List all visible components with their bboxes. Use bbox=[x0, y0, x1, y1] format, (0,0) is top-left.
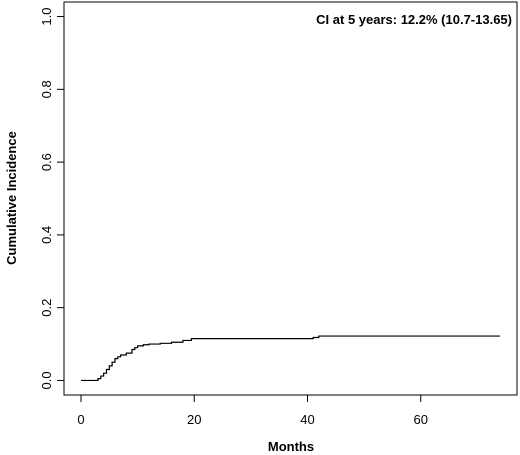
x-axis: 0 20 40 60 bbox=[77, 394, 428, 427]
cumulative-incidence-line bbox=[80, 335, 501, 382]
y-tick-label: 0.2 bbox=[39, 299, 54, 317]
x-tick-label: 40 bbox=[300, 412, 314, 427]
y-tick-label: 0.8 bbox=[39, 80, 54, 98]
y-axis-label: Cumulative Incidence bbox=[4, 131, 19, 265]
y-tick-label: 0.4 bbox=[39, 226, 54, 244]
x-tick-label: 20 bbox=[187, 412, 201, 427]
y-axis: 0.0 0.2 0.4 0.6 0.8 1.0 bbox=[39, 8, 65, 389]
x-tick-label: 0 bbox=[77, 412, 84, 427]
y-tick-label: 0.0 bbox=[39, 371, 54, 389]
y-tick-label: 1.0 bbox=[39, 8, 54, 26]
y-tick-label: 0.6 bbox=[39, 153, 54, 171]
ci-annotation: CI at 5 years: 12.2% (10.7-13.65) bbox=[316, 12, 512, 27]
x-axis-label: Months bbox=[268, 439, 314, 454]
series-group bbox=[80, 335, 501, 382]
x-tick-label: 60 bbox=[414, 412, 428, 427]
